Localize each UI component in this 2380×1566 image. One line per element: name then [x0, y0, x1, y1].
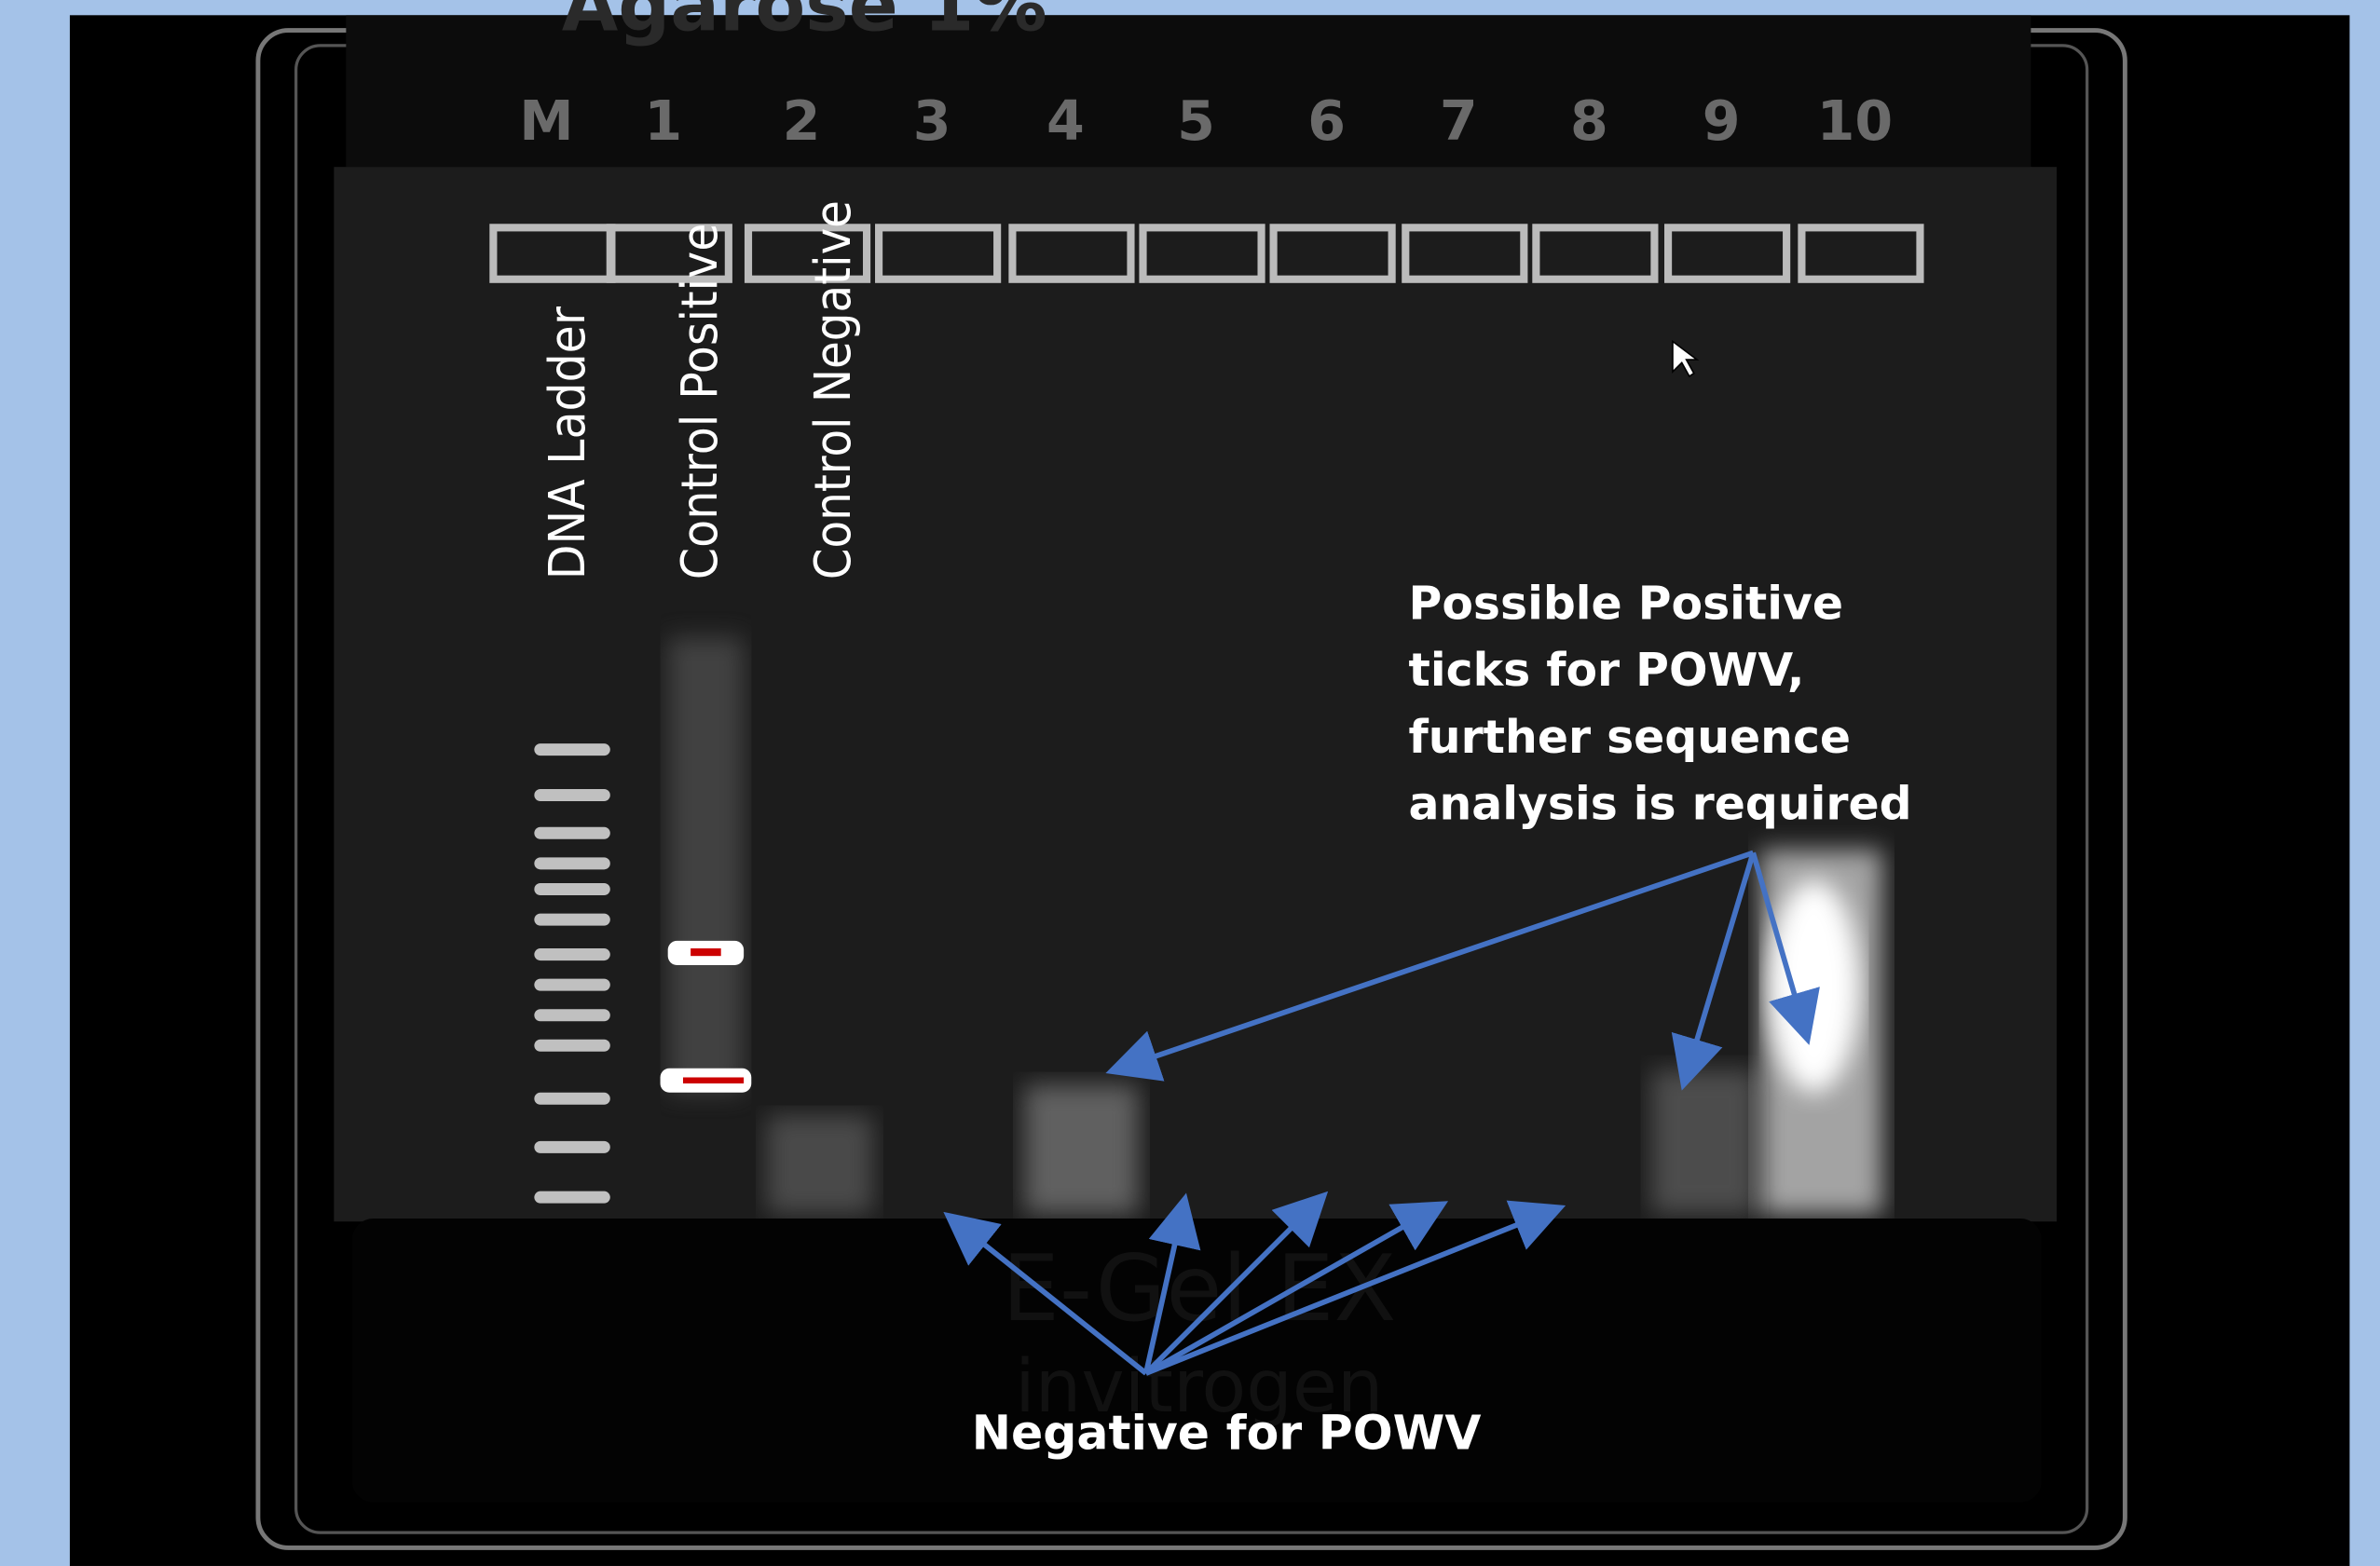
- smear: [1024, 1085, 1138, 1214]
- lane-number: 9: [1703, 89, 1741, 153]
- ladder-band: [534, 883, 609, 895]
- page: Agarose 1% E-Gel EX invitrogen Negative …: [0, 0, 2380, 1566]
- band-saturation: [683, 1077, 744, 1083]
- ladder-band: [534, 1040, 609, 1052]
- lane-label: DNA Ladder: [538, 306, 596, 579]
- lane-label: Control Negative: [803, 200, 862, 579]
- lane-number: M: [519, 89, 573, 153]
- ladder-band: [534, 789, 609, 801]
- ladder-band: [534, 1141, 609, 1153]
- lane-number: 3: [913, 89, 951, 153]
- cassette-label: Agarose 1%: [562, 0, 1047, 48]
- brand: E-Gel EX: [1002, 1236, 1396, 1342]
- positive-note: analysis is required: [1409, 778, 1912, 831]
- smear: [767, 1115, 873, 1214]
- ladder-band: [534, 914, 609, 926]
- ladder-band: [534, 857, 609, 869]
- smear: [668, 637, 744, 1093]
- negative-note: Negative for POWV: [972, 1406, 1482, 1461]
- ladder-band: [534, 979, 609, 991]
- ladder-band: [534, 743, 609, 756]
- ladder-band: [534, 948, 609, 960]
- positive-note: Possible Positive: [1409, 578, 1843, 631]
- lane-number: 7: [1440, 89, 1478, 153]
- lane-number: 1: [644, 89, 682, 153]
- lane-number: 10: [1817, 89, 1894, 153]
- band-saturation: [691, 948, 721, 956]
- lane-number: 4: [1046, 89, 1085, 153]
- smear: [1651, 1069, 1758, 1214]
- lane-number: 2: [783, 89, 821, 153]
- positive-note: ticks for POWV,: [1409, 644, 1805, 697]
- positive-note: further sequence: [1409, 711, 1852, 764]
- lane-number: 5: [1177, 89, 1215, 153]
- figure: Agarose 1% E-Gel EX invitrogen Negative …: [0, 0, 2380, 1566]
- ladder-band: [534, 1093, 609, 1105]
- lane-number: 8: [1570, 89, 1608, 153]
- ladder-band: [534, 1192, 609, 1204]
- lane-label: Control Positive: [670, 223, 729, 579]
- lane-number: 6: [1307, 89, 1346, 153]
- ladder-band: [534, 827, 609, 839]
- ladder-band: [534, 1009, 609, 1021]
- band: [1769, 880, 1860, 1093]
